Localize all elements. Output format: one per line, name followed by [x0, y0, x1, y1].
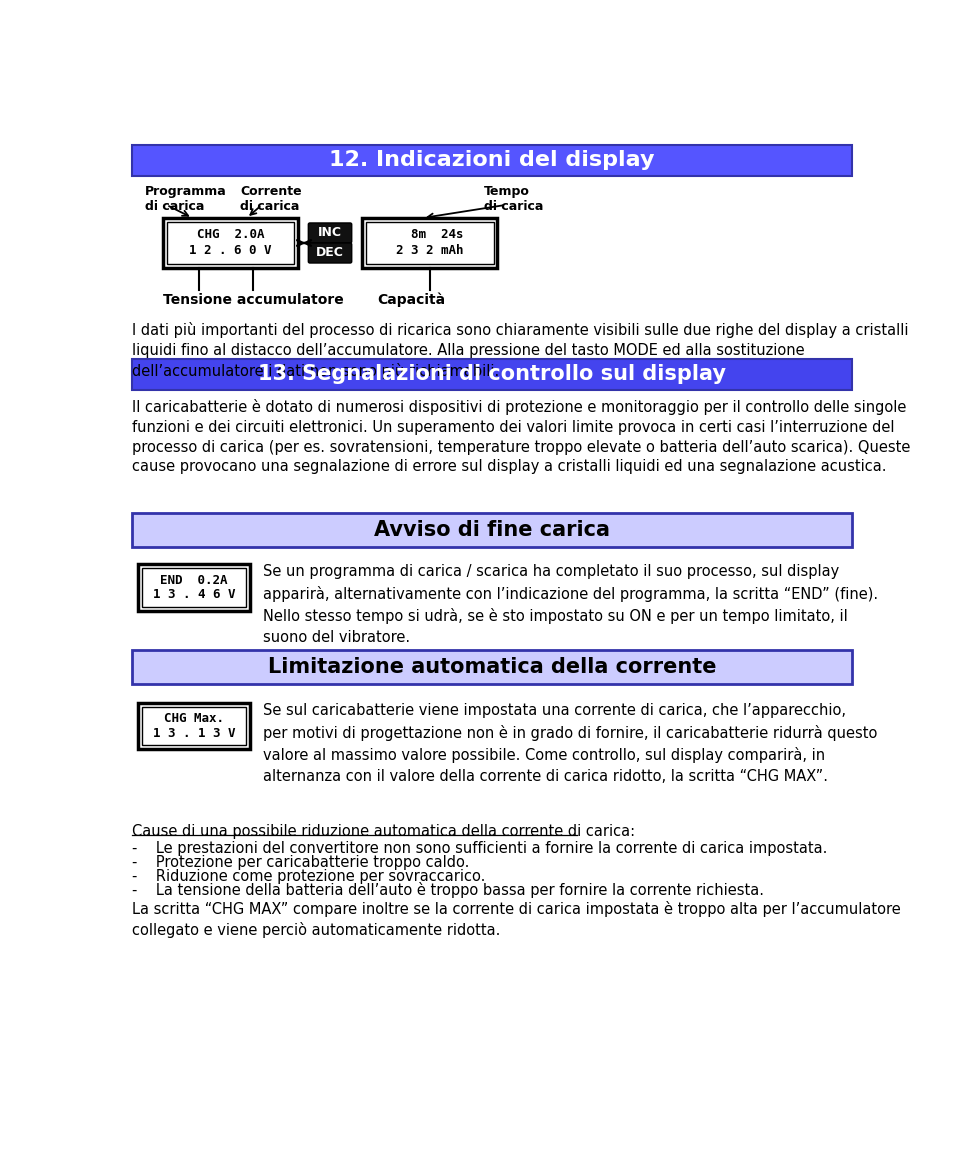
Text: Il caricabatterie è dotato di numerosi dispositivi di protezione e monitoraggio : Il caricabatterie è dotato di numerosi d…	[132, 399, 910, 475]
Text: DEC: DEC	[316, 247, 344, 260]
FancyBboxPatch shape	[138, 703, 251, 749]
Text: 1 3 . 1 3 V: 1 3 . 1 3 V	[153, 727, 235, 740]
Text: Tempo
di carica: Tempo di carica	[484, 185, 543, 213]
FancyBboxPatch shape	[166, 222, 295, 264]
FancyBboxPatch shape	[362, 218, 497, 268]
Text: CHG Max.: CHG Max.	[164, 712, 224, 725]
Text: 1 2 . 6 0 V: 1 2 . 6 0 V	[189, 245, 272, 257]
Text: -    Riduzione come protezione per sovraccarico.: - Riduzione come protezione per sovracca…	[132, 869, 485, 884]
Text: I dati più importanti del processo di ricarica sono chiaramente visibili sulle d: I dati più importanti del processo di ri…	[132, 322, 908, 379]
Text: Corrente
di carica: Corrente di carica	[240, 185, 301, 213]
FancyBboxPatch shape	[132, 358, 852, 390]
Text: Se sul caricabatterie viene impostata una corrente di carica, che l’apparecchio,: Se sul caricabatterie viene impostata un…	[263, 703, 877, 784]
Text: -    La tensione della batteria dell’auto è troppo bassa per fornire la corrente: - La tensione della batteria dell’auto è…	[132, 882, 763, 899]
FancyBboxPatch shape	[132, 650, 852, 684]
FancyBboxPatch shape	[132, 145, 852, 176]
Text: Tensione accumulatore: Tensione accumulatore	[162, 293, 344, 307]
FancyBboxPatch shape	[132, 512, 852, 547]
Text: La scritta “CHG MAX” compare inoltre se la corrente di carica impostata è troppo: La scritta “CHG MAX” compare inoltre se …	[132, 901, 900, 938]
Text: INC: INC	[318, 226, 342, 239]
Text: -    Le prestazioni del convertitore non sono sufficienti a fornire la corrente : - Le prestazioni del convertitore non so…	[132, 841, 827, 856]
FancyBboxPatch shape	[308, 223, 351, 242]
Text: Cause di una possibile riduzione automatica della corrente di carica:: Cause di una possibile riduzione automat…	[132, 824, 635, 839]
Text: 2 3 2 mAh: 2 3 2 mAh	[396, 245, 464, 257]
Text: 13. Segnalazioni di controllo sul display: 13. Segnalazioni di controllo sul displa…	[258, 364, 726, 384]
FancyBboxPatch shape	[138, 564, 251, 610]
Text: 8m  24s: 8m 24s	[396, 229, 464, 241]
Text: 12. Indicazioni del display: 12. Indicazioni del display	[329, 151, 655, 170]
Text: -    Protezione per caricabatterie troppo caldo.: - Protezione per caricabatterie troppo c…	[132, 855, 469, 870]
FancyBboxPatch shape	[366, 222, 493, 264]
Text: Limitazione automatica della corrente: Limitazione automatica della corrente	[268, 657, 716, 677]
Text: Capacità: Capacità	[377, 293, 445, 307]
FancyBboxPatch shape	[162, 218, 299, 268]
Text: 1 3 . 4 6 V: 1 3 . 4 6 V	[153, 588, 235, 601]
FancyBboxPatch shape	[308, 242, 351, 263]
Text: CHG  2.0A: CHG 2.0A	[197, 229, 264, 241]
FancyBboxPatch shape	[142, 569, 247, 607]
Text: Programma
di carica: Programma di carica	[145, 185, 227, 213]
Text: Avviso di fine carica: Avviso di fine carica	[374, 519, 610, 540]
Text: Se un programma di carica / scarica ha completato il suo processo, sul display
a: Se un programma di carica / scarica ha c…	[263, 564, 878, 646]
FancyBboxPatch shape	[142, 707, 247, 746]
Text: END  0.2A: END 0.2A	[160, 573, 228, 587]
